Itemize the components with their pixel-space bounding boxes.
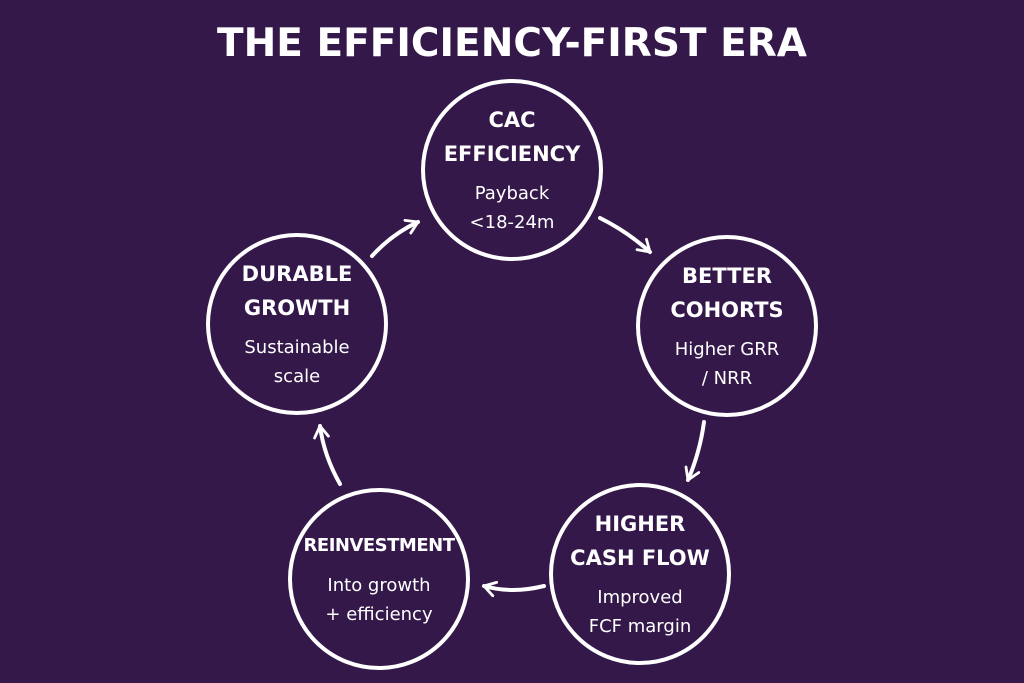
arrow-cashflow-to-reinvest [482,580,546,598]
node-higher-cash-flow: HIGHER CASH FLOW Improved FCF margin [549,483,731,665]
arrow-reinvest-to-durable [313,424,342,486]
node-sub-line: + efficiency [325,604,433,625]
node-durable-growth: DURABLE GROWTH Sustainable scale [206,233,388,415]
node-sub-line: Payback [474,183,550,204]
node-sub-line: Sustainable [244,337,350,358]
node-title-line: DURABLE [241,262,353,286]
node-title: BETTER COHORTS [640,259,814,327]
node-sub-line: FCF margin [588,616,692,637]
node-title-line: CAC [488,108,536,132]
node-title-line: BETTER [682,264,772,288]
node-title-line: CASH FLOW [570,546,710,570]
node-sub-line: Improved [597,587,683,608]
node-sub-line: / NRR [701,368,753,389]
arrow-durable-to-cac [370,218,420,258]
node-sub-line: Into growth [327,575,431,596]
node-sub-line: <18-24m [469,212,555,233]
node-title: HIGHER CASH FLOW [553,507,727,575]
node-cac-efficiency: CAC EFFICIENCY Payback <18-24m [421,79,603,261]
node-title: DURABLE GROWTH [210,257,384,325]
arrow-cac-to-cohorts [598,216,652,254]
node-subtitle: Higher GRR / NRR [640,335,814,393]
diagram-title: THE EFFICIENCY-FIRST ERA [217,21,807,66]
node-title-line: GROWTH [243,296,351,320]
node-title: CAC EFFICIENCY [425,103,599,171]
node-subtitle: Into growth + efficiency [292,571,466,629]
node-title-line: REINVESTMENT [303,535,455,556]
node-sub-line: scale [273,366,321,387]
node-title-line: HIGHER [594,512,686,536]
node-better-cohorts: BETTER COHORTS Higher GRR / NRR [636,235,818,417]
node-subtitle: Sustainable scale [210,333,384,391]
arrow-cohorts-to-cashflow [684,420,706,482]
node-title-line: COHORTS [670,298,784,322]
node-title: REINVESTMENT [292,529,466,563]
node-sub-line: Higher GRR [674,339,780,360]
node-subtitle: Improved FCF margin [553,583,727,641]
node-reinvestment: REINVESTMENT Into growth + efficiency [288,488,470,670]
node-title-line: EFFICIENCY [443,142,581,166]
node-subtitle: Payback <18-24m [425,179,599,237]
